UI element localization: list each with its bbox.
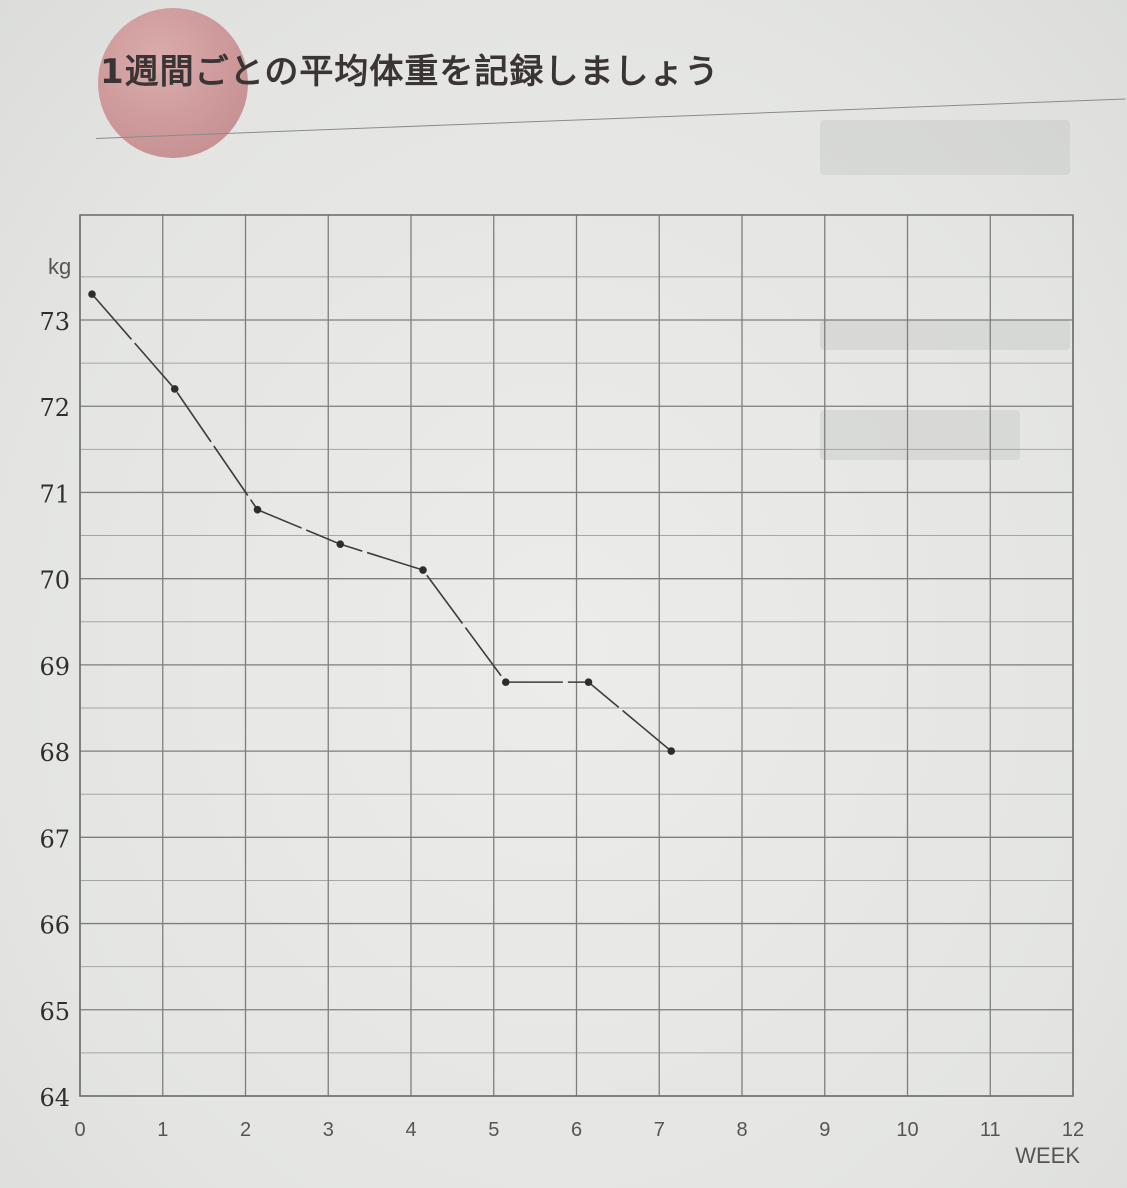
y-tick-label: 71 [39, 480, 70, 508]
weight-series [88, 290, 676, 755]
data-point [501, 678, 510, 686]
x-tick-label: 12 [1062, 1119, 1084, 1141]
x-tick-label: 1 [157, 1119, 168, 1141]
y-axis-ticks: 64 65 66 67 68 69 70 71 72 73 [39, 308, 70, 1112]
data-point [336, 540, 345, 548]
x-axis-label: WEEK [1015, 1143, 1080, 1168]
x-tick-label: 4 [405, 1119, 416, 1141]
y-axis-label: kg [48, 254, 71, 279]
data-point [667, 747, 676, 755]
data-point [253, 505, 262, 514]
x-tick-label: 5 [488, 1119, 499, 1141]
x-tick-label: 11 [980, 1119, 1001, 1141]
x-tick-label: 2 [240, 1119, 251, 1141]
y-tick-label: 65 [39, 998, 70, 1026]
x-tick-label: 7 [654, 1119, 665, 1141]
data-point [170, 385, 179, 393]
series-line [91, 293, 672, 752]
plot-frame [79, 214, 1074, 1097]
y-tick-label: 69 [39, 653, 70, 681]
x-axis-ticks: 0 1 2 3 4 5 6 7 8 9 10 11 12 [74, 1119, 1084, 1141]
y-tick-label: 70 [39, 567, 70, 595]
y-tick-label: 66 [39, 912, 70, 940]
y-tick-label: 64 [39, 1084, 70, 1112]
x-tick-label: 10 [896, 1119, 918, 1141]
data-point [419, 566, 427, 574]
page-title: 1週間ごとの平均体重を記録しましょう [100, 52, 720, 92]
chart-grid [79, 214, 1074, 1097]
x-tick-label: 0 [74, 1119, 85, 1141]
data-point [584, 678, 593, 686]
data-point [88, 290, 96, 298]
x-tick-label: 9 [819, 1119, 830, 1141]
y-tick-label: 72 [39, 394, 70, 422]
x-tick-label: 6 [571, 1119, 582, 1141]
y-tick-label: 73 [39, 308, 70, 336]
y-tick-label: 68 [39, 739, 70, 767]
x-tick-label: 3 [323, 1119, 334, 1141]
x-tick-label: 8 [736, 1119, 747, 1141]
y-tick-label: 67 [39, 825, 70, 853]
